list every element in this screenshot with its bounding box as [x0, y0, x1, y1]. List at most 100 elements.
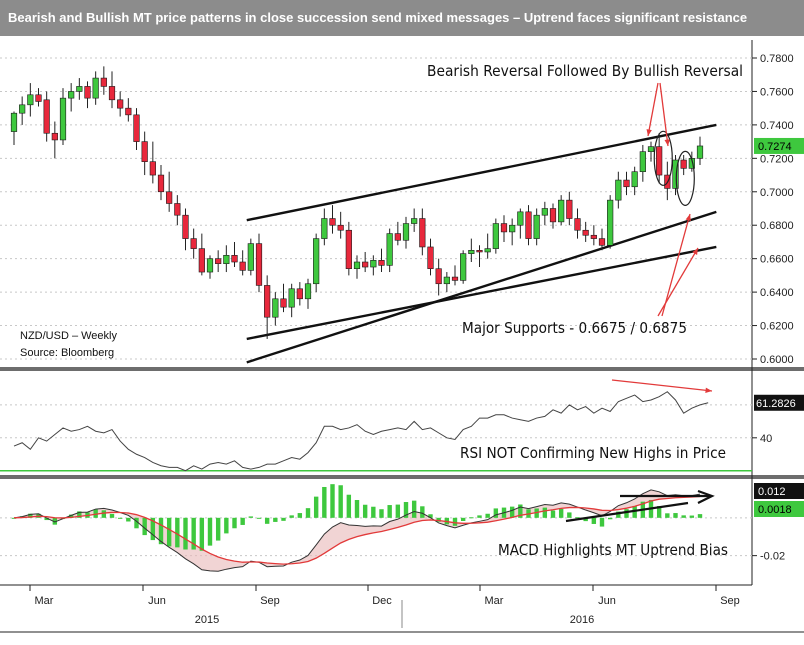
candle-body	[280, 298, 287, 308]
macd-histogram-bar	[567, 512, 572, 518]
candle-body	[353, 261, 361, 269]
macd-histogram-bar	[256, 517, 262, 519]
support-arrow-lower-head	[692, 248, 698, 255]
macd-last-tag	[754, 483, 804, 499]
x-year-label: 2016	[570, 614, 594, 626]
candle-body	[35, 94, 42, 102]
panel-separator-1	[0, 367, 804, 371]
macd-histogram-bar	[387, 505, 392, 518]
candle-body	[402, 223, 410, 241]
candle-body	[329, 218, 336, 226]
macd-tick-label: -0.02	[760, 551, 785, 563]
macd-histogram-bar	[599, 517, 605, 527]
bullish-reversal-circle	[675, 150, 695, 206]
candle-body	[656, 146, 663, 176]
x-month-label: Dec	[372, 595, 392, 607]
candle-body	[386, 233, 393, 266]
x-year-label: 2015	[195, 614, 219, 626]
candle-body	[166, 191, 173, 204]
macd-histogram-bar	[665, 513, 670, 518]
macd-histogram-bar	[624, 509, 629, 518]
rsi-line	[13, 391, 709, 472]
macd-histogram-bar	[452, 517, 458, 526]
channel-upper-line	[246, 123, 717, 222]
macd-annotation: MACD Highlights MT Uptrend Bias	[498, 541, 728, 559]
candle-body	[117, 99, 124, 109]
macd-histogram-bar	[550, 510, 556, 518]
bearish-arrow-head	[646, 129, 652, 136]
macd-histogram-bar	[681, 515, 686, 518]
macd-histogram-bar	[338, 485, 343, 518]
macd-trend-arrowhead	[697, 489, 715, 504]
macd-histogram-bar	[403, 502, 409, 518]
candle-body	[288, 288, 295, 308]
macd-histogram-bar	[575, 517, 580, 519]
candle-body	[672, 159, 679, 189]
candle-body	[500, 223, 508, 233]
macd-histogram-bar	[313, 496, 319, 518]
candle-body	[272, 298, 279, 318]
price-annotation-reversal: Bearish Reversal Followed By Bullish Rev…	[427, 62, 743, 80]
macd-histogram-bar	[134, 517, 139, 529]
candle-body	[598, 238, 606, 246]
candle-body	[647, 146, 655, 152]
rsi-tick-label: 40	[760, 433, 772, 445]
candle-body	[468, 250, 475, 254]
rsi-annotation: RSI NOT Confirming New Highs in Price	[460, 444, 726, 462]
candle-body	[337, 224, 344, 231]
candle-body	[680, 159, 687, 169]
x-month-label: Jun	[598, 595, 616, 607]
macd-histogram-bar	[607, 517, 613, 520]
candle-body	[484, 248, 491, 253]
macd-hist-tag	[754, 501, 804, 517]
candle-body	[133, 114, 140, 142]
macd-histogram-bar	[591, 517, 597, 524]
candle-body	[607, 199, 614, 246]
support-arrow-lower	[657, 247, 699, 317]
macd-histogram-bar	[240, 517, 245, 525]
macd-histogram-bar	[215, 517, 221, 541]
macd-histogram-bar	[362, 504, 368, 518]
macd-line	[13, 489, 701, 572]
price-tick-label: 0.6400	[760, 287, 794, 299]
price-tick-label: 0.7400	[760, 120, 794, 132]
macd-histogram-bar	[199, 517, 205, 551]
candle-body	[141, 141, 148, 162]
x-month-label: Jun	[148, 595, 166, 607]
macd-histogram-bar	[281, 517, 286, 521]
macd-histogram-bar	[109, 513, 115, 518]
candle-body	[582, 229, 589, 236]
price-tick-label: 0.7600	[760, 86, 794, 98]
candle-body	[443, 276, 450, 285]
candle-body	[239, 261, 246, 271]
price-tick-label: 0.6200	[760, 321, 794, 333]
macd-histogram-bar	[420, 506, 425, 518]
candle-body	[362, 261, 369, 268]
candle-body	[157, 174, 165, 193]
candle-body	[451, 276, 459, 281]
macd-histogram-bar	[77, 511, 82, 518]
macd-histogram-bar	[460, 517, 466, 521]
support-trendline	[246, 210, 717, 364]
candle-body	[370, 260, 377, 268]
candle-body	[549, 208, 557, 223]
macd-histogram-bar	[68, 514, 74, 518]
macd-histogram-bar	[322, 486, 327, 518]
price-tick-label: 0.6600	[760, 254, 794, 266]
price-tick-label: 0.6000	[760, 354, 794, 366]
macd-histogram-bar	[379, 509, 384, 518]
candle-body	[19, 104, 26, 114]
macd-histogram-bar	[191, 517, 196, 550]
candle-body	[517, 211, 524, 226]
rsi-divergence-arrow-head	[705, 387, 712, 394]
macd-histogram-bar	[158, 517, 164, 545]
macd-histogram-bar	[616, 511, 621, 518]
macd-histogram-bar	[673, 513, 678, 518]
candle-body	[223, 255, 230, 264]
price-tick-label: 0.7000	[760, 187, 794, 199]
candle-body	[190, 238, 197, 249]
candle-body	[558, 199, 565, 223]
macd-histogram-bar	[493, 508, 499, 518]
macd-histogram-bar	[264, 517, 270, 524]
rsi-last-label: 61.2826	[756, 398, 796, 410]
